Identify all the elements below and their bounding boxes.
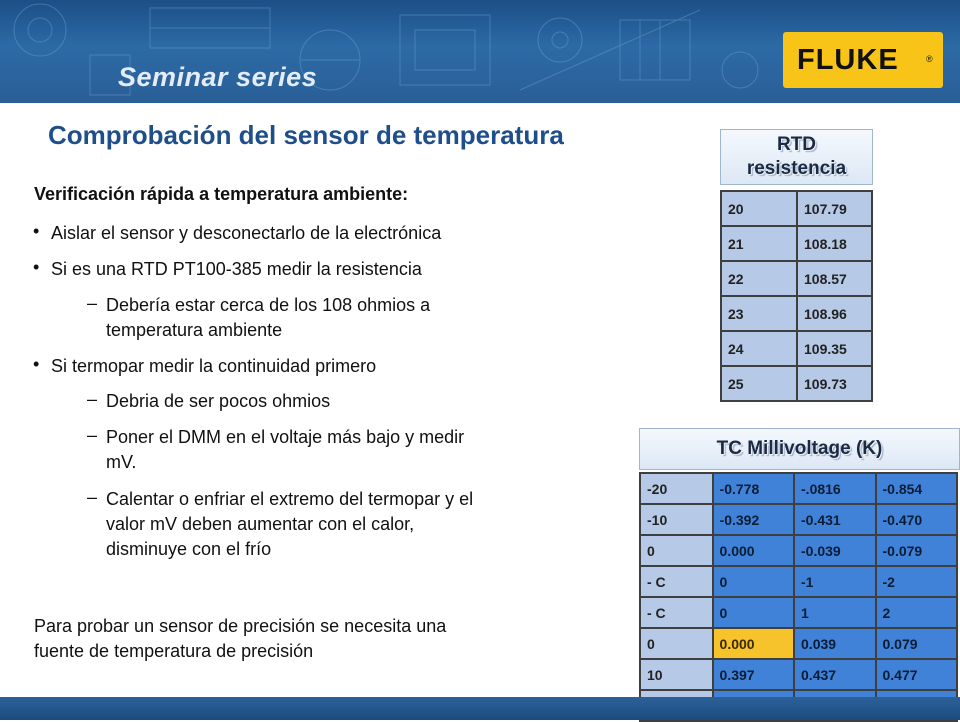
tc-mv-cell: -0.431 <box>793 503 877 536</box>
tc-mv-cell: 0.000 <box>711 627 796 660</box>
bullet-dot: • <box>33 354 40 374</box>
tc-mv-cell: 0.397 <box>711 658 796 691</box>
sub-rtd-line2: temperatura ambiente <box>106 320 283 340</box>
sub-tc-heat-line1: Calentar o enfriar el extremo del termop… <box>106 489 474 509</box>
tc-temp-cell: -10 <box>639 503 714 536</box>
tc-mv-cell: 0 <box>711 596 796 629</box>
rtd-row: 24 109.35 <box>720 330 873 367</box>
rtd-resistance-cell: 107.79 <box>796 190 873 227</box>
bullet-dot: • <box>33 221 40 241</box>
tc-mv-cell: 0.477 <box>874 658 958 691</box>
rtd-row: 21 108.18 <box>720 225 873 262</box>
sub-dash: – <box>87 425 98 445</box>
sub-tc-ohms: Debria de ser pocos ohmios <box>106 391 331 411</box>
tc-mv-cell: -0.392 <box>711 503 796 536</box>
closing-line1: Para probar un sensor de precisión se ne… <box>34 616 447 636</box>
bullet-rtd: Si es una RTD PT100-385 medir la resiste… <box>51 259 422 279</box>
rtd-resistance-cell: 108.18 <box>796 225 873 262</box>
tc-mv-cell: -.0816 <box>793 472 877 505</box>
tc-temp-cell: - C <box>639 565 714 598</box>
tc-mv-cell: 0.437 <box>793 658 877 691</box>
sub-dash: – <box>87 487 98 507</box>
sub-tc-dmm-line1: Poner el DMM en el voltaje más bajo y me… <box>106 427 465 447</box>
rtd-temp-cell: 22 <box>720 260 798 297</box>
blueprint-pattern <box>13 3 759 96</box>
rtd-resistance-cell: 109.73 <box>796 365 873 402</box>
registered-mark: ® <box>926 54 933 64</box>
rtd-resistance-cell: 109.35 <box>796 330 873 367</box>
tc-row: - C 0 -1 -2 <box>639 565 958 598</box>
tc-table-header: TC Millivoltage (K) <box>639 428 960 470</box>
rtd-temp-cell: 23 <box>720 295 798 332</box>
sub-rtd-line1: Debería estar cerca de los 108 ohmios a <box>106 295 431 315</box>
closing-line2: fuente de temperatura de precisión <box>34 641 314 661</box>
seminar-series-label: Seminar series <box>118 62 318 92</box>
rtd-table: 20 107.79 21 108.18 22 108.57 23 108.96 24 109.35… <box>720 190 873 402</box>
bullet-dot: • <box>33 257 40 277</box>
sub-tc-heat-line3: disminuye con el frío <box>106 539 272 559</box>
tc-mv-cell: 0.039 <box>793 627 877 660</box>
tc-mv-cell: -0.470 <box>874 503 958 536</box>
bullet-thermocouple: Si termopar medir la continuidad primero <box>51 356 377 376</box>
tc-mv-cell: 2 <box>874 596 958 629</box>
tc-temp-cell: 10 <box>639 658 714 691</box>
tc-temp-cell: 0 <box>639 627 714 660</box>
intro-heading: Verificación rápida a temperatura ambien… <box>34 184 409 204</box>
sub-dash: – <box>87 389 98 409</box>
bottom-banner <box>0 697 960 720</box>
sub-dash: – <box>87 293 98 313</box>
tc-mv-cell: -0.778 <box>711 472 796 505</box>
tc-mv-cell: 0 <box>711 565 796 598</box>
tc-mv-cell: -2 <box>874 565 958 598</box>
rtd-header-line1: RTD <box>776 134 817 155</box>
tc-row: 0 0.000 -0.039 -0.079 <box>639 534 958 567</box>
tc-mv-cell: 0.000 <box>711 534 796 567</box>
slide-title: Comprobación del sensor de temperatura <box>48 120 564 150</box>
rtd-temp-cell: 21 <box>720 225 798 262</box>
rtd-resistance-cell: 108.57 <box>796 260 873 297</box>
tc-mv-cell: 1 <box>793 596 877 629</box>
sub-tc-dmm-line2: mV. <box>106 452 137 472</box>
rtd-row: 20 107.79 <box>720 190 873 227</box>
tc-mv-cell: -0.039 <box>793 534 877 567</box>
tc-table: -20 -0.778 -.0816 -0.854 -10 -0.392 -0.431 -0.4… <box>639 472 958 722</box>
tc-mv-cell: 0.079 <box>874 627 958 660</box>
tc-row: 10 0.397 0.437 0.477 <box>639 658 958 691</box>
tc-temp-cell: -20 <box>639 472 714 505</box>
tc-temp-cell: - C <box>639 596 714 629</box>
rtd-header-line2: resistencia <box>746 158 847 179</box>
tc-mv-cell: -0.854 <box>874 472 958 505</box>
top-banner: Seminar series FLUKE ® <box>0 0 960 103</box>
bullet-isolate: Aislar el sensor y desconectarlo de la e… <box>51 223 442 243</box>
tc-row: 0 0.000 0.039 0.079 <box>639 627 958 660</box>
rtd-row: 25 109.73 <box>720 365 873 402</box>
fluke-logo-text: FLUKE <box>797 44 899 76</box>
rtd-table-header: RTD resistencia <box>720 129 873 185</box>
rtd-resistance-cell: 108.96 <box>796 295 873 332</box>
sub-tc-heat-line2: valor mV deben aumentar con el calor, <box>106 514 415 534</box>
rtd-temp-cell: 25 <box>720 365 798 402</box>
tc-row: -20 -0.778 -.0816 -0.854 <box>639 472 958 505</box>
tc-temp-cell: 0 <box>639 534 714 567</box>
tc-mv-cell: -0.079 <box>874 534 958 567</box>
tc-mv-cell: -1 <box>793 565 877 598</box>
rtd-temp-cell: 20 <box>720 190 798 227</box>
rtd-row: 22 108.57 <box>720 260 873 297</box>
fluke-logo: FLUKE ® <box>783 32 943 88</box>
rtd-row: 23 108.96 <box>720 295 873 332</box>
tc-row: -10 -0.392 -0.431 -0.470 <box>639 503 958 536</box>
rtd-temp-cell: 24 <box>720 330 798 367</box>
